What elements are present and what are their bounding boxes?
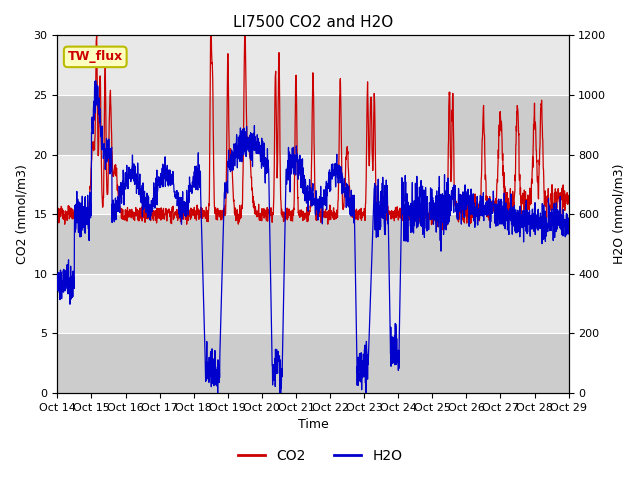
CO2 — [93, 33, 100, 38]
Text: TW_flux: TW_flux — [68, 50, 123, 63]
Legend: CO2, H2O: CO2, H2O — [232, 443, 408, 468]
Bar — [58, 334, 568, 393]
Line: CO2: CO2 — [58, 36, 568, 230]
Title: LI7500 CO2 and H2O: LI7500 CO2 and H2O — [233, 15, 393, 30]
CO2 — [520, 223, 528, 229]
Y-axis label: CO2 (mmol/m3): CO2 (mmol/m3) — [15, 164, 28, 264]
CO2 — [339, 206, 346, 212]
H2O — [339, 190, 347, 195]
Bar — [58, 95, 568, 155]
CO2 — [439, 227, 447, 233]
X-axis label: Time: Time — [298, 419, 328, 432]
H2O — [54, 285, 61, 290]
H2O — [564, 216, 572, 221]
Bar — [58, 155, 568, 214]
CO2 — [196, 213, 204, 218]
H2O — [92, 78, 100, 84]
CO2 — [462, 211, 470, 217]
H2O — [462, 191, 470, 196]
Bar — [58, 214, 568, 274]
H2O — [520, 208, 528, 214]
Y-axis label: H2O (mmol/m3): H2O (mmol/m3) — [612, 164, 625, 264]
H2O — [214, 390, 221, 396]
CO2 — [534, 183, 542, 189]
H2O — [196, 171, 204, 177]
H2O — [328, 169, 335, 175]
Line: H2O: H2O — [58, 81, 568, 393]
Bar — [58, 274, 568, 334]
CO2 — [328, 212, 335, 218]
CO2 — [564, 201, 572, 206]
H2O — [534, 228, 542, 233]
Bar — [58, 36, 568, 95]
CO2 — [54, 215, 61, 221]
